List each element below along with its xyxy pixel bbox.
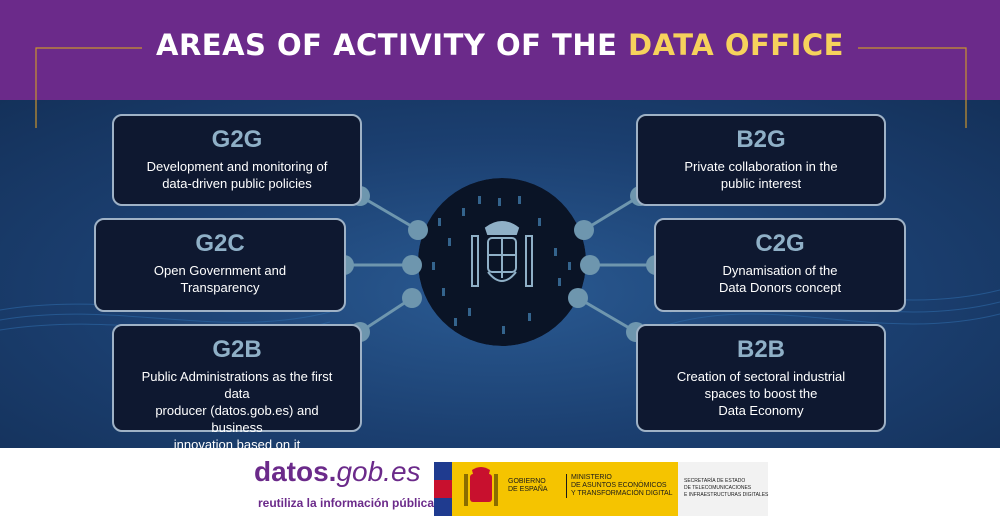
ministry-name: MINISTERIO DE ASUNTOS ECONÓMICOS Y TRANS… bbox=[566, 474, 673, 498]
area-code: G2G bbox=[211, 126, 263, 153]
ministry-line1: MINISTERIO bbox=[571, 474, 612, 481]
spain-coat-of-arms-icon bbox=[471, 221, 533, 287]
title-part-highlight: DATA OFFICE bbox=[628, 28, 844, 62]
area-description: Open Government and Transparency bbox=[153, 263, 287, 295]
area-card-b2g: B2G Private collaboration in the public … bbox=[636, 114, 886, 206]
page-title: AREAS OF ACTIVITY OF THE DATA OFFICE bbox=[0, 28, 1000, 62]
area-description: Private collaboration in the public inte… bbox=[684, 159, 838, 191]
datos-gob-logo: datos.gob.es bbox=[254, 456, 421, 488]
logo-bold: datos. bbox=[254, 456, 337, 487]
area-code: C2G bbox=[755, 230, 805, 257]
area-description: Creation of sectoral industrial spaces t… bbox=[676, 369, 846, 418]
logo-tagline: reutiliza la información pública bbox=[258, 496, 435, 510]
secretariat-line1: SECRETARÍA DE ESTADO bbox=[684, 478, 746, 484]
area-card-b2b: B2B Creation of sectoral industrial spac… bbox=[636, 324, 886, 432]
ministry-line3: Y TRANSFORMACIÓN DIGITAL bbox=[571, 490, 673, 497]
gov-crest-icon bbox=[464, 467, 498, 506]
logo-light: gob.es bbox=[336, 456, 421, 487]
secretariat-band bbox=[678, 462, 768, 516]
secretariat-line2: DE TELECOMUNICACIONES bbox=[684, 485, 752, 491]
area-card-c2g: C2G Dynamisation of the Data Donors conc… bbox=[654, 218, 906, 312]
area-card-g2b: G2B Public Administrations as the first … bbox=[112, 324, 362, 452]
area-description: Public Administrations as the first data… bbox=[141, 369, 333, 452]
area-code: B2B bbox=[736, 336, 785, 363]
gov-line2: DE ESPAÑA bbox=[508, 486, 548, 493]
gov-line1: GOBIERNO bbox=[508, 478, 546, 485]
area-code: B2G bbox=[736, 126, 786, 153]
area-card-g2g: G2G Development and monitoring of data-d… bbox=[112, 114, 362, 206]
area-description: Dynamisation of the Data Donors concept bbox=[718, 263, 842, 295]
title-part-white: AREAS OF ACTIVITY OF THE bbox=[156, 28, 628, 62]
gov-name: GOBIERNO DE ESPAÑA bbox=[508, 478, 548, 494]
header-band bbox=[0, 0, 1000, 100]
area-description: Development and monitoring of data-drive… bbox=[146, 159, 328, 191]
spain-flag-icon bbox=[434, 462, 452, 516]
binary-dots bbox=[432, 196, 571, 334]
area-card-g2c: G2C Open Government and Transparency bbox=[94, 218, 346, 312]
secretariat-line3: E INFRAESTRUCTURAS DIGITALES bbox=[684, 492, 769, 498]
ministry-line2: DE ASUNTOS ECONÓMICOS bbox=[571, 482, 667, 489]
area-code: G2B bbox=[212, 336, 262, 363]
secretariat-name: SECRETARÍA DE ESTADO DE TELECOMUNICACION… bbox=[684, 478, 768, 499]
area-code: G2C bbox=[195, 230, 245, 257]
